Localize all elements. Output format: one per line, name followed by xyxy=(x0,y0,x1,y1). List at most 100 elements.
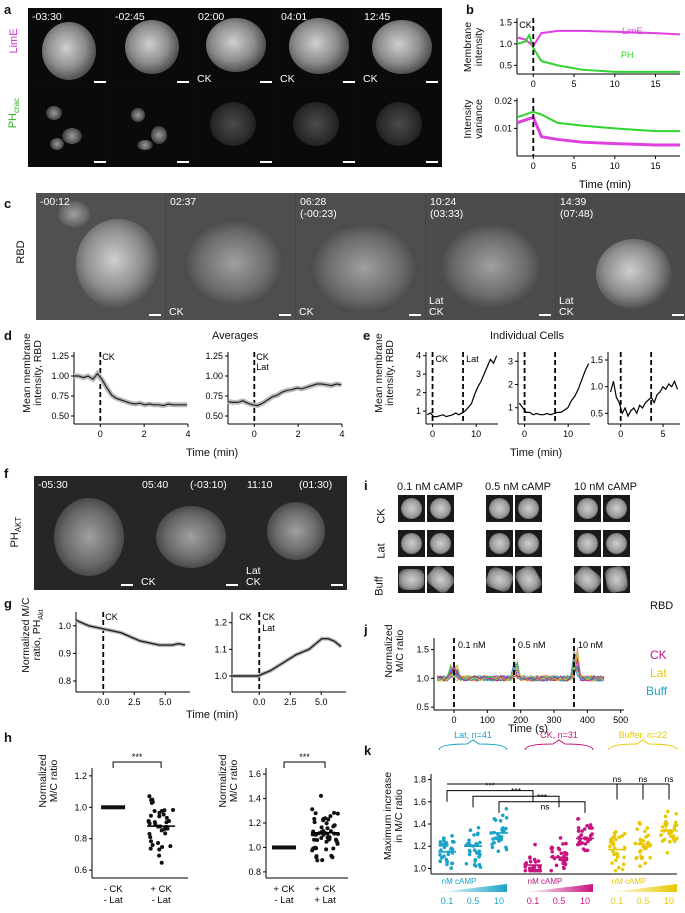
i-row-ck: CK xyxy=(375,508,388,524)
tile-c5: 14:39 (07:48) Lat CK xyxy=(556,193,685,320)
i-tile-ck-0-0 xyxy=(398,495,425,522)
b-bot-xtick-label: 15 xyxy=(651,161,661,171)
k-conc-2-1: 0.5 xyxy=(637,896,650,906)
i-tile-lat-0-0 xyxy=(398,530,425,557)
time-a2: -02:45 xyxy=(115,11,145,23)
e-ylabel-2: intensity, RBD xyxy=(384,340,396,406)
k-point xyxy=(450,861,455,866)
g1-ck: CK xyxy=(105,612,118,622)
e1-xtick-label: 10 xyxy=(471,429,481,439)
h1-ytick-label: 0.8 xyxy=(74,834,87,844)
d1-ytick-label: 1.25 xyxy=(51,351,69,361)
k-point xyxy=(608,844,612,849)
d2-ytick-label: 1.25 xyxy=(205,351,223,361)
k-group-label-1: CK, n=31 xyxy=(540,730,578,740)
row-label-phakt: PHAKT xyxy=(9,512,23,552)
panel-label-c: c xyxy=(4,196,12,211)
k-point xyxy=(528,856,532,860)
h1-point xyxy=(150,843,155,848)
h1-point xyxy=(170,807,175,812)
panel-label-j: j xyxy=(364,622,368,637)
cell xyxy=(518,498,539,519)
cell xyxy=(603,565,630,594)
g-xlabel: Time (min) xyxy=(186,709,239,721)
k-point xyxy=(620,834,624,838)
k-point xyxy=(564,852,569,856)
k-point xyxy=(473,859,477,863)
k-point xyxy=(620,867,625,872)
h2-point xyxy=(312,816,317,821)
h2-point xyxy=(332,810,337,815)
i-tile-buff-1-0 xyxy=(484,565,515,594)
k-point xyxy=(643,829,647,834)
h2-point xyxy=(312,837,317,842)
chart-h-1: 1.21.00.80.6***- CK- Lat+ CK- Lat xyxy=(74,752,188,906)
k-point xyxy=(614,858,618,863)
g1-ytick-label: 0.9 xyxy=(58,648,71,658)
e3-ytick-label: 0.5 xyxy=(590,408,603,418)
panel-label-e: e xyxy=(363,328,371,343)
h2-point xyxy=(335,811,340,816)
e2-ytick-label: 3 xyxy=(508,356,513,366)
h1-point xyxy=(168,844,173,849)
h1-point xyxy=(157,847,162,852)
ck-c2: CK xyxy=(169,306,184,318)
h1-bracket xyxy=(112,761,162,768)
row-label-rbd-c: RBD xyxy=(15,240,27,264)
k-point xyxy=(641,838,646,843)
j-mark-1: 0.5 nM xyxy=(518,640,546,650)
k-point xyxy=(583,848,588,853)
k-point xyxy=(643,861,648,865)
k-point xyxy=(617,835,622,840)
i-tile-lat-1-0 xyxy=(486,530,513,557)
chart-h: 1.21.00.80.6***- CK- Lat+ CK- Lat1.61.41… xyxy=(74,752,348,906)
panel-label-i: i xyxy=(364,478,368,493)
e1-ytick-label: 2 xyxy=(416,388,421,398)
e-ylabel: Mean membrane intensity, RBD xyxy=(373,328,396,418)
j-xtick-label: 500 xyxy=(613,715,628,725)
g2-ck: CK xyxy=(239,612,252,622)
k-point xyxy=(669,834,673,838)
k-point xyxy=(610,861,614,865)
cell xyxy=(424,563,457,596)
phcrac-sub: crac xyxy=(12,97,22,114)
k-point xyxy=(580,829,584,833)
j-trace xyxy=(437,653,605,682)
k-point xyxy=(583,842,588,846)
cell xyxy=(401,533,422,554)
k-point xyxy=(528,859,533,864)
h1-point xyxy=(147,832,152,837)
j-legend-ck: CK xyxy=(650,648,667,662)
i-tile-lat-0-1 xyxy=(427,530,454,557)
e3-ytick-label: 1.5 xyxy=(590,355,603,365)
h1-point xyxy=(148,813,153,818)
k-point xyxy=(478,840,482,845)
j-ytick-label: 1.5 xyxy=(416,645,429,655)
d2-ck: CK xyxy=(256,352,269,362)
i-rbd: RBD xyxy=(650,600,674,612)
i-col-2: 10 nM cAMP xyxy=(574,481,637,493)
h2-point xyxy=(320,858,325,863)
k-point xyxy=(564,857,569,862)
k-point xyxy=(476,831,480,836)
k-gradient-bar-1 xyxy=(525,884,593,892)
k-point xyxy=(475,851,480,855)
k-ytick-label: 1.4 xyxy=(413,819,426,829)
h2-point xyxy=(331,824,336,829)
j-xtick-label: 100 xyxy=(480,715,495,725)
h2-ytick-label: 1.6 xyxy=(248,769,261,779)
e3-xtick-label: 5 xyxy=(661,429,666,439)
b-bottom-ylabel-2: variance xyxy=(473,99,485,139)
h2-point xyxy=(326,817,331,822)
b-top-xtick-label: 15 xyxy=(651,79,661,89)
k-point xyxy=(557,847,562,852)
j-ytick-label: 1.0 xyxy=(416,673,429,683)
j-ytick-label: 0.5 xyxy=(416,702,429,712)
k-point xyxy=(444,857,449,862)
cell xyxy=(489,533,510,554)
h1-point xyxy=(153,822,158,827)
b-bot-xtick-label: 5 xyxy=(572,161,577,171)
cell xyxy=(430,533,451,554)
j-xtick-label: 0 xyxy=(451,715,456,725)
